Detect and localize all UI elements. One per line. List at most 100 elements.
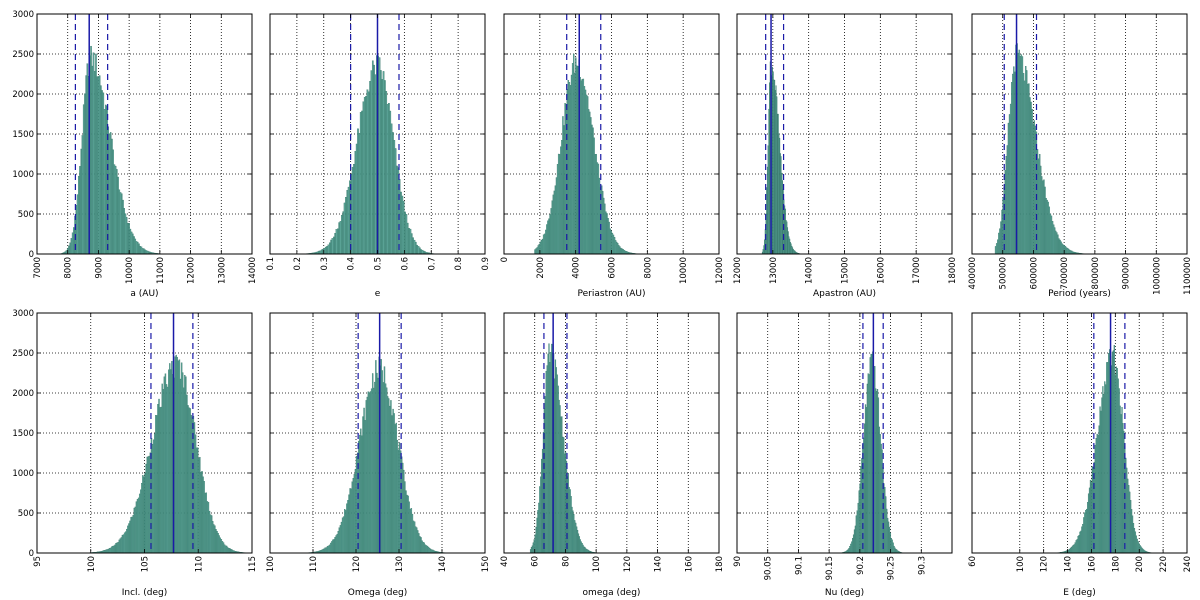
histogram-bar (543, 233, 546, 255)
histogram-bar (420, 537, 422, 554)
histogram-bar (338, 222, 341, 255)
histogram-bar (112, 545, 114, 554)
x-tick-label: 17000 (912, 257, 922, 284)
histogram-bar (401, 195, 404, 255)
plot-frame (503, 312, 720, 554)
histogram-bar (147, 456, 149, 554)
y-tick-label: 500 (18, 509, 34, 519)
histogram-bar (1050, 215, 1053, 255)
histogram-bar (414, 241, 417, 255)
histogram-bar (574, 72, 576, 255)
histogram-bar (216, 531, 218, 554)
histogram-bar (564, 103, 566, 255)
histogram-bar (1008, 114, 1011, 255)
histogram-bars (304, 356, 449, 554)
histogram-bar (80, 148, 82, 255)
x-tick-label: 180 (715, 556, 725, 572)
x-tick-label: 0.9 (481, 257, 491, 271)
x-axis-label: e (375, 289, 381, 299)
histogram-bar (132, 233, 134, 255)
histogram-bar (114, 544, 116, 554)
histogram-bar (1031, 109, 1033, 255)
y-tick-label: 2000 (12, 90, 34, 100)
x-tick-label: 240 (1183, 556, 1193, 572)
histogram-bar (1018, 49, 1020, 255)
histogram-bar (1028, 83, 1030, 255)
histogram-bar (129, 228, 132, 255)
histogram-bar (333, 539, 335, 554)
histogram-bar (111, 138, 113, 255)
x-tick-label: 12000 (187, 257, 197, 284)
histogram-bar (157, 404, 159, 554)
histogram-bar (326, 246, 328, 255)
histogram-bar (333, 236, 335, 255)
histogram-bar (583, 86, 586, 255)
histogram-bar (366, 396, 368, 554)
histogram-bar (395, 422, 397, 554)
histogram-bar (1037, 158, 1040, 255)
x-tick-label: 100 (87, 556, 97, 572)
histogram-bar (352, 478, 354, 554)
x-tick-label: 110 (309, 556, 319, 572)
x-tick-label: 16000 (876, 257, 886, 284)
histogram-bar (414, 526, 417, 554)
histogram-bar (205, 492, 207, 554)
histogram-bar (140, 246, 143, 255)
x-tick-label: 600000 (1029, 257, 1039, 289)
x-tick-label: 160 (684, 556, 694, 572)
histogram-bar (1061, 243, 1063, 255)
histogram-bar (351, 481, 353, 554)
x-tick-label: 800000 (1091, 257, 1101, 289)
histogram-bar (136, 499, 139, 554)
histogram-bar (112, 149, 114, 255)
histogram-bar (347, 500, 349, 554)
histogram-bar (406, 494, 408, 554)
histogram-bar (148, 455, 151, 554)
histogram-bar (361, 110, 363, 255)
histogram-bar (569, 85, 572, 255)
histogram-bar (426, 545, 429, 554)
histogram-bar (140, 489, 142, 554)
histogram-bar (1038, 154, 1041, 255)
histogram-bar (577, 66, 579, 255)
histogram-bar (134, 238, 137, 255)
x-tick-label: 13000 (769, 257, 779, 284)
histogram-bar (353, 474, 356, 554)
histogram-bar (78, 175, 80, 255)
histogram-bar (397, 449, 400, 554)
x-tick-label: 0.8 (454, 257, 464, 271)
histogram-bar (171, 361, 173, 554)
histogram-bar (204, 492, 206, 554)
histogram-bar (1064, 246, 1067, 255)
histogram-bar (585, 94, 588, 255)
x-tick-label: 14000 (805, 257, 815, 284)
histogram-bar (330, 239, 332, 255)
histogram-bar (230, 549, 232, 554)
histogram-bar (335, 535, 337, 554)
histogram-bar (158, 398, 160, 554)
histogram-bar (108, 133, 111, 255)
histogram-bar (334, 232, 336, 255)
x-tick-label: 180 (1111, 556, 1121, 572)
histogram-bar (135, 501, 138, 554)
histogram-bar (383, 366, 386, 554)
histogram-bar (417, 246, 420, 255)
histogram-panel: 40 60 80 100 120 140 160 180 omega (deg) (500, 312, 725, 598)
histogram-bar (417, 530, 419, 554)
histogram-bar (138, 493, 141, 554)
x-tick-label: 1000000 (1152, 257, 1162, 295)
histogram-bar (125, 217, 128, 255)
histogram-bar (93, 71, 96, 255)
x-tick-label: 90.2 (856, 556, 866, 575)
histogram-bar (98, 75, 101, 255)
histogram-bar (185, 376, 187, 554)
histogram-bar (126, 528, 128, 554)
histogram-bar (382, 71, 385, 255)
histogram-bar (339, 221, 342, 255)
histogram-bar (364, 420, 366, 554)
histogram-bar (614, 240, 617, 255)
histogram-bar (593, 137, 595, 255)
histogram-bar (95, 53, 97, 255)
histogram-bar (1013, 66, 1015, 255)
histogram-bar (571, 63, 574, 255)
